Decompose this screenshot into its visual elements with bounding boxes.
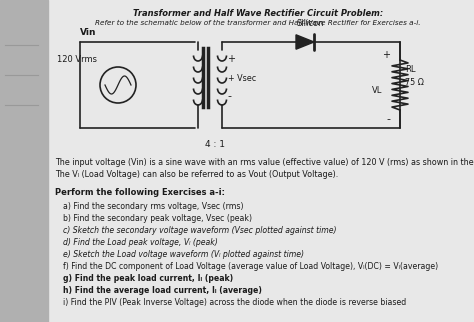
Text: g) Find the peak load current, Iₗ (peak): g) Find the peak load current, Iₗ (peak) <box>63 274 233 283</box>
Text: The input voltage (Vin) is a sine wave with an rms value (effective value) of 12: The input voltage (Vin) is a sine wave w… <box>55 158 474 167</box>
Text: +: + <box>382 50 390 60</box>
Text: 75 Ω: 75 Ω <box>405 78 424 87</box>
Text: VL: VL <box>372 86 382 94</box>
Bar <box>0 0 48 322</box>
Text: a) Find the secondary rms voltage, Vsec (rms): a) Find the secondary rms voltage, Vsec … <box>63 202 244 211</box>
Text: e) Sketch the Load voltage waveform (Vₗ plotted against time): e) Sketch the Load voltage waveform (Vₗ … <box>63 250 304 259</box>
Text: The Vₗ (Load Voltage) can also be referred to as Vout (Output Voltage).: The Vₗ (Load Voltage) can also be referr… <box>55 170 338 179</box>
Text: Vin: Vin <box>80 28 97 37</box>
Text: b) Find the secondary peak voltage, Vsec (peak): b) Find the secondary peak voltage, Vsec… <box>63 214 252 223</box>
Text: Perform the following Exercises a-i:: Perform the following Exercises a-i: <box>55 188 225 197</box>
Text: d) Find the Load peak voltage, Vₗ (peak): d) Find the Load peak voltage, Vₗ (peak) <box>63 238 218 247</box>
Text: i) Find the PIV (Peak Inverse Voltage) across the diode when the diode is revers: i) Find the PIV (Peak Inverse Voltage) a… <box>63 298 406 307</box>
Text: -: - <box>227 91 231 101</box>
Text: + Vsec: + Vsec <box>228 73 256 82</box>
Text: Refer to the schematic below of the transformer and Half-Wave Rectifier for Exer: Refer to the schematic below of the tran… <box>95 20 421 26</box>
Text: h) Find the average load current, Iₗ (average): h) Find the average load current, Iₗ (av… <box>63 286 262 295</box>
Text: c) Sketch the secondary voltage waveform (Vsec plotted against time): c) Sketch the secondary voltage waveform… <box>63 226 337 235</box>
Polygon shape <box>296 35 314 49</box>
Text: -: - <box>386 114 390 124</box>
Text: f) Find the DC component of Load Voltage (average value of Load Voltage), Vₗ(DC): f) Find the DC component of Load Voltage… <box>63 262 438 271</box>
Text: RL: RL <box>405 65 416 74</box>
Text: 4 : 1: 4 : 1 <box>205 140 225 149</box>
Text: Silicon: Silicon <box>296 19 324 28</box>
Text: 120 Vrms: 120 Vrms <box>57 55 97 64</box>
Text: +: + <box>227 54 235 64</box>
Text: Transformer and Half Wave Rectifier Circuit Problem:: Transformer and Half Wave Rectifier Circ… <box>133 9 383 18</box>
